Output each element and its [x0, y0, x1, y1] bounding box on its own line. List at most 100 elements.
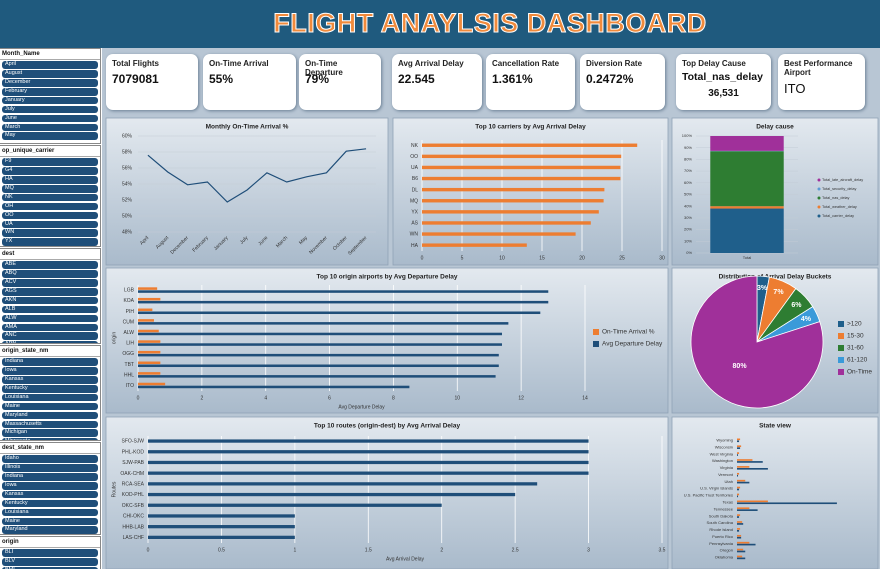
slicer-item[interactable]: Idaho: [2, 455, 98, 463]
slicer-item[interactable]: March: [2, 123, 98, 132]
slicer-item[interactable]: ABQ: [2, 270, 98, 278]
kpi-card: Avg Arrival Delay 22.545: [392, 54, 482, 110]
legend-swatch: [817, 196, 821, 200]
slicer-item[interactable]: NK: [2, 193, 98, 202]
slicer-item[interactable]: Maine: [2, 517, 98, 526]
kpi-card: Diversion Rate 0.2472%: [580, 54, 665, 110]
slicer-item[interactable]: February: [2, 87, 98, 96]
slicer-item[interactable]: WN: [2, 229, 98, 238]
slicer-item[interactable]: Maryland: [2, 526, 98, 534]
slicer-item[interactable]: AKN: [2, 296, 98, 305]
slicer-item[interactable]: ALB: [2, 305, 98, 314]
legend-swatch: [593, 329, 599, 335]
slicer-item[interactable]: Kansas: [2, 376, 98, 384]
kpi-value: 7079081: [112, 72, 159, 86]
bar: [737, 509, 758, 511]
bar: [148, 525, 295, 529]
slicer-item[interactable]: MQ: [2, 184, 98, 193]
slicer-item[interactable]: Maine: [2, 402, 98, 411]
slicer-item[interactable]: YX: [2, 238, 98, 246]
y-tick-label: SFO-SJW: [122, 439, 145, 445]
slicer-item[interactable]: HA: [2, 176, 98, 184]
y-tick-label: 0%: [686, 250, 692, 255]
legend-label: Total_nas_delay: [822, 196, 850, 200]
slicer-item[interactable]: BLV: [2, 558, 98, 566]
bar: [737, 548, 744, 551]
x-tick-label: 25: [619, 255, 625, 261]
slicer-item[interactable]: Illinois: [2, 464, 98, 472]
bar: [737, 536, 742, 539]
slicer-title: origin_state_nm: [0, 346, 100, 357]
y-tick-label: LGB: [124, 288, 135, 294]
slicer-item[interactable]: UA: [2, 220, 98, 229]
chart-title: State view: [759, 423, 792, 430]
slicer-item[interactable]: Massachusetts: [2, 420, 98, 429]
kpi-value: 0.2472%: [586, 72, 634, 86]
x-tick-label: April: [139, 235, 150, 246]
slicer-item[interactable]: Maryland: [2, 411, 98, 420]
slicer-item[interactable]: July: [2, 105, 98, 114]
slicer-item[interactable]: AGS: [2, 287, 98, 296]
slicer-item[interactable]: Kentucky: [2, 499, 98, 508]
slicer-item[interactable]: ABE: [2, 261, 98, 269]
slicer-item[interactable]: BMI: [2, 567, 98, 569]
y-tick-label: Rhode Island: [709, 527, 733, 532]
slicer-item[interactable]: April: [2, 61, 98, 69]
legend-label: >120: [847, 321, 862, 328]
data-label: 7%: [773, 289, 784, 296]
y-tick-label: 80%: [684, 156, 692, 161]
slicer: destABEABQACVAGSAKNALBALWAMAANCAPN: [0, 248, 101, 344]
slicer-item[interactable]: Minnesota: [2, 438, 98, 440]
x-tick-label: 6: [328, 395, 331, 401]
slicer-item[interactable]: APN: [2, 341, 98, 343]
y-tick-label: 40%: [684, 203, 692, 208]
slicer-item[interactable]: Indiana: [2, 473, 98, 481]
legend-label: On-Time: [847, 369, 872, 376]
slicer-item[interactable]: Kansas: [2, 490, 98, 499]
slicer-item[interactable]: G4: [2, 167, 98, 175]
slicer-item[interactable]: ANC: [2, 332, 98, 341]
bar: [737, 521, 743, 523]
y-tick-label: 48%: [122, 229, 133, 235]
slicer-item[interactable]: BLI: [2, 549, 98, 557]
legend-label: Total_security_delay: [822, 187, 857, 191]
slicer-item[interactable]: ALW: [2, 314, 98, 323]
x-tick-label: 3: [587, 547, 590, 553]
slicer-item[interactable]: Louisiana: [2, 393, 98, 402]
bar: [148, 471, 589, 475]
slicer-item[interactable]: December: [2, 79, 98, 87]
chart-title: Top 10 origin airports by Avg Departure …: [317, 274, 458, 281]
slicer-item[interactable]: Michigan: [2, 429, 98, 438]
kpi-value: 79%: [305, 72, 330, 86]
y-tick-label: RCA-SEA: [122, 481, 145, 487]
bar: [148, 503, 442, 507]
slicer-item[interactable]: F9: [2, 158, 98, 166]
bar: [737, 534, 742, 537]
slicer-item[interactable]: Kentucky: [2, 384, 98, 393]
slicer-item[interactable]: Indiana: [2, 358, 98, 366]
slicer-item[interactable]: AMA: [2, 323, 98, 332]
slicer-item[interactable]: Louisiana: [2, 508, 98, 517]
slicer-item[interactable]: May: [2, 132, 98, 141]
slicer-item[interactable]: OH: [2, 202, 98, 211]
slicer-item[interactable]: August: [2, 70, 98, 78]
y-tick-label: PIH: [126, 309, 135, 315]
kpi-value: 22.545: [398, 72, 435, 86]
y-tick-label: Texas: [723, 500, 733, 505]
y-tick-label: Wisconsin: [715, 444, 733, 449]
bar: [737, 502, 837, 505]
slicer: originBLIBLVBMI: [0, 536, 101, 569]
bar: [737, 516, 740, 518]
bar: [138, 361, 161, 365]
slicer-item[interactable]: Iowa: [2, 367, 98, 375]
bar-segment: [710, 136, 784, 151]
x-tick-label: 0.5: [218, 547, 225, 553]
slicer-item[interactable]: ACV: [2, 279, 98, 287]
legend-swatch: [838, 369, 844, 375]
y-tick-label: HA: [411, 243, 419, 249]
slicer-item[interactable]: January: [2, 96, 98, 105]
slicer-item[interactable]: OO: [2, 211, 98, 220]
bar: [422, 187, 605, 192]
slicer-item[interactable]: June: [2, 114, 98, 123]
slicer-item[interactable]: Iowa: [2, 481, 98, 490]
